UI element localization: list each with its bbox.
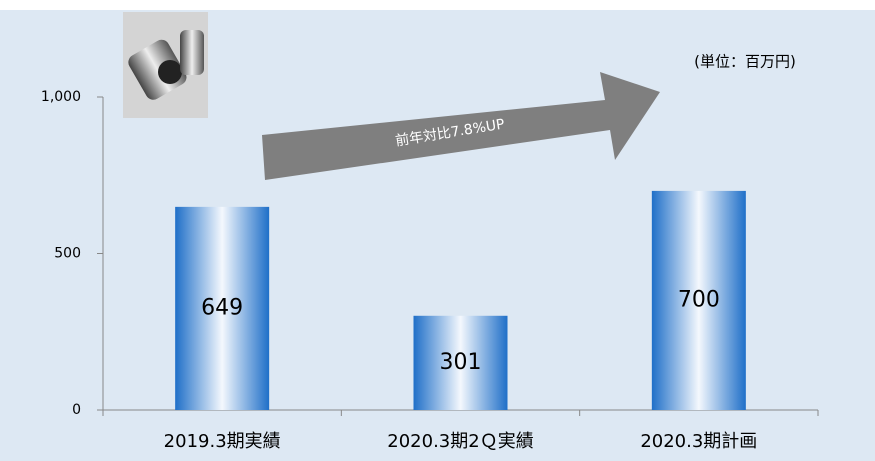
x-tick-label: 2020.3期計画 <box>640 431 757 452</box>
product-image <box>123 12 208 118</box>
bar <box>413 315 508 410</box>
x-tick-label: 2020.3期2Ｑ実績 <box>387 431 533 452</box>
x-tick-label: 2019.3期実績 <box>164 431 281 452</box>
bar <box>175 206 270 410</box>
y-tick-label: 0 <box>72 402 81 418</box>
top-table-lines <box>227 0 668 10</box>
bar <box>651 190 746 410</box>
value-label: 649 <box>201 295 243 320</box>
y-tick-label: 1,000 <box>41 89 81 105</box>
growth-arrow <box>262 72 660 180</box>
y-tick-label: 500 <box>54 246 81 262</box>
unit-label: (単位：百万円) <box>694 53 796 71</box>
value-label: 301 <box>440 350 482 375</box>
value-label: 700 <box>678 287 720 312</box>
